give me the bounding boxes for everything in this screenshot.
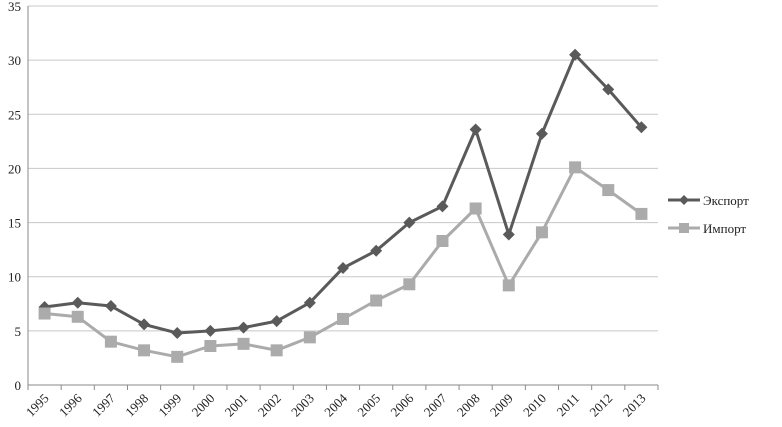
y-tick-label: 5 — [15, 324, 22, 339]
data-point — [535, 226, 548, 239]
y-tick-label: 15 — [8, 216, 21, 231]
data-point — [171, 327, 184, 340]
data-point — [370, 294, 383, 307]
x-tick-label: 2010 — [520, 391, 549, 420]
legend-marker — [679, 223, 689, 233]
data-point — [104, 335, 117, 348]
data-point — [635, 207, 648, 220]
legend-item: Импорт — [668, 221, 746, 236]
data-point — [337, 312, 349, 325]
data-point — [270, 344, 283, 357]
data-point — [38, 307, 51, 320]
x-tick-label: 2012 — [586, 391, 615, 420]
data-point — [71, 296, 84, 309]
data-point — [469, 123, 482, 136]
data-point — [436, 200, 449, 213]
data-point — [502, 228, 515, 241]
data-point — [469, 202, 482, 215]
data-point — [370, 244, 383, 257]
x-tick-label: 2002 — [255, 391, 284, 420]
x-tick-label: 1998 — [122, 391, 151, 420]
data-point — [337, 262, 349, 275]
x-tick-label: 2011 — [554, 391, 583, 420]
legend-label: Импорт — [703, 221, 746, 236]
data-point — [104, 299, 117, 312]
x-tick-label: 2006 — [387, 390, 416, 419]
series-line — [44, 165, 643, 359]
y-tick-label: 0 — [15, 378, 22, 393]
y-tick-label: 30 — [8, 53, 21, 68]
x-tick-label: 2009 — [487, 391, 516, 420]
x-tick-label: 1995 — [23, 391, 52, 420]
data-point — [403, 278, 416, 291]
x-tick-label: 2008 — [454, 391, 483, 420]
x-tick-label: 2013 — [620, 391, 649, 420]
x-tick-label: 1997 — [89, 390, 118, 419]
y-tick-label: 25 — [8, 107, 21, 122]
series-1 — [38, 48, 648, 340]
data-point — [71, 310, 84, 323]
data-point — [602, 83, 615, 96]
data-point — [602, 184, 615, 197]
legend: Экспорт Импорт — [668, 193, 749, 236]
data-point — [171, 350, 184, 363]
x-tick-label: 1999 — [155, 391, 184, 420]
data-point — [403, 216, 416, 229]
legend-label: Экспорт — [703, 193, 749, 208]
data-point — [237, 337, 250, 350]
legend-marker — [679, 195, 689, 205]
data-point — [270, 315, 283, 328]
y-tick-label: 10 — [8, 270, 21, 285]
legend-item: Экспорт — [668, 193, 749, 208]
data-point — [635, 121, 648, 134]
x-tick-label: 1996 — [56, 390, 85, 419]
gridlines — [28, 5, 658, 332]
data-point — [303, 296, 316, 309]
y-tick-label: 20 — [8, 161, 21, 176]
x-tick-label: 2000 — [188, 391, 217, 420]
data-point — [569, 48, 582, 61]
x-tick-label: 2004 — [321, 390, 350, 419]
data-point — [204, 340, 217, 353]
data-point — [138, 344, 151, 357]
series-layer — [38, 48, 648, 363]
x-tick-label: 2003 — [288, 391, 317, 420]
x-tick-label: 2001 — [222, 391, 251, 420]
series-line — [44, 53, 643, 335]
x-tick-label: 2005 — [354, 391, 383, 420]
data-point — [502, 279, 515, 292]
data-point — [569, 161, 582, 174]
data-point — [436, 234, 449, 247]
data-point — [237, 321, 250, 334]
data-point — [303, 331, 316, 344]
data-point — [535, 127, 548, 140]
data-point — [204, 324, 217, 337]
series-2 — [38, 161, 648, 363]
y-tick-label: 35 — [8, 0, 21, 14]
data-point — [138, 318, 151, 331]
x-tick-label: 2007 — [421, 390, 450, 419]
